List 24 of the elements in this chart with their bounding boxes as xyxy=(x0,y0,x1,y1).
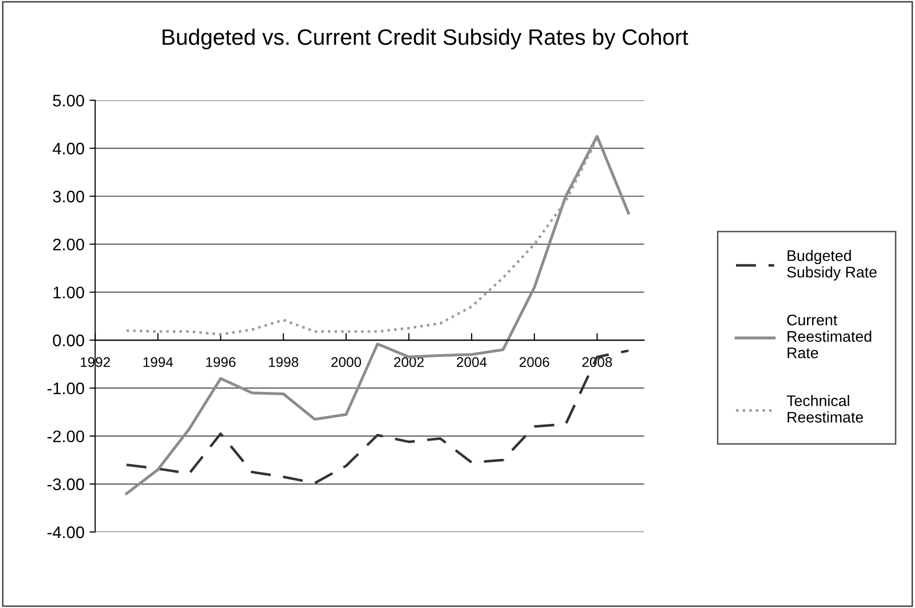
line-series xyxy=(125,349,630,484)
x-tick-label: 2004 xyxy=(456,357,487,368)
x-tick-label: 1998 xyxy=(269,357,298,368)
x-tick-label: 1994 xyxy=(144,357,173,368)
x-tick-label: 1996 xyxy=(206,357,236,368)
legend-label: Budgeted Subsidy Rate xyxy=(787,250,877,281)
y-tick-label: -1.00 xyxy=(48,382,84,394)
x-tick-label: 2002 xyxy=(394,357,424,368)
line-series xyxy=(125,137,598,336)
y-tick-label: 4.00 xyxy=(52,142,84,154)
y-tick-label: 0.00 xyxy=(52,334,84,346)
y-tick-label: 2.00 xyxy=(53,238,84,250)
y-tick-label: -3.00 xyxy=(48,478,84,490)
y-tick-label: -4.00 xyxy=(48,526,84,538)
x-tick-label: 2006 xyxy=(520,357,550,368)
legend-label: Technical Reestimate xyxy=(786,394,864,423)
legend-label: Current Reestimated Rate xyxy=(787,314,872,358)
line-series xyxy=(125,134,630,496)
chart-title: Budgeted vs. Current Credit Subsidy Rates by Cohort xyxy=(162,28,688,50)
y-tick-label: 5.00 xyxy=(52,94,84,107)
y-tick-label: -2.00 xyxy=(48,430,84,442)
y-tick-label: 1.00 xyxy=(54,286,84,298)
x-tick-label: 2000 xyxy=(331,357,362,368)
y-tick-label: 3.00 xyxy=(52,190,84,202)
